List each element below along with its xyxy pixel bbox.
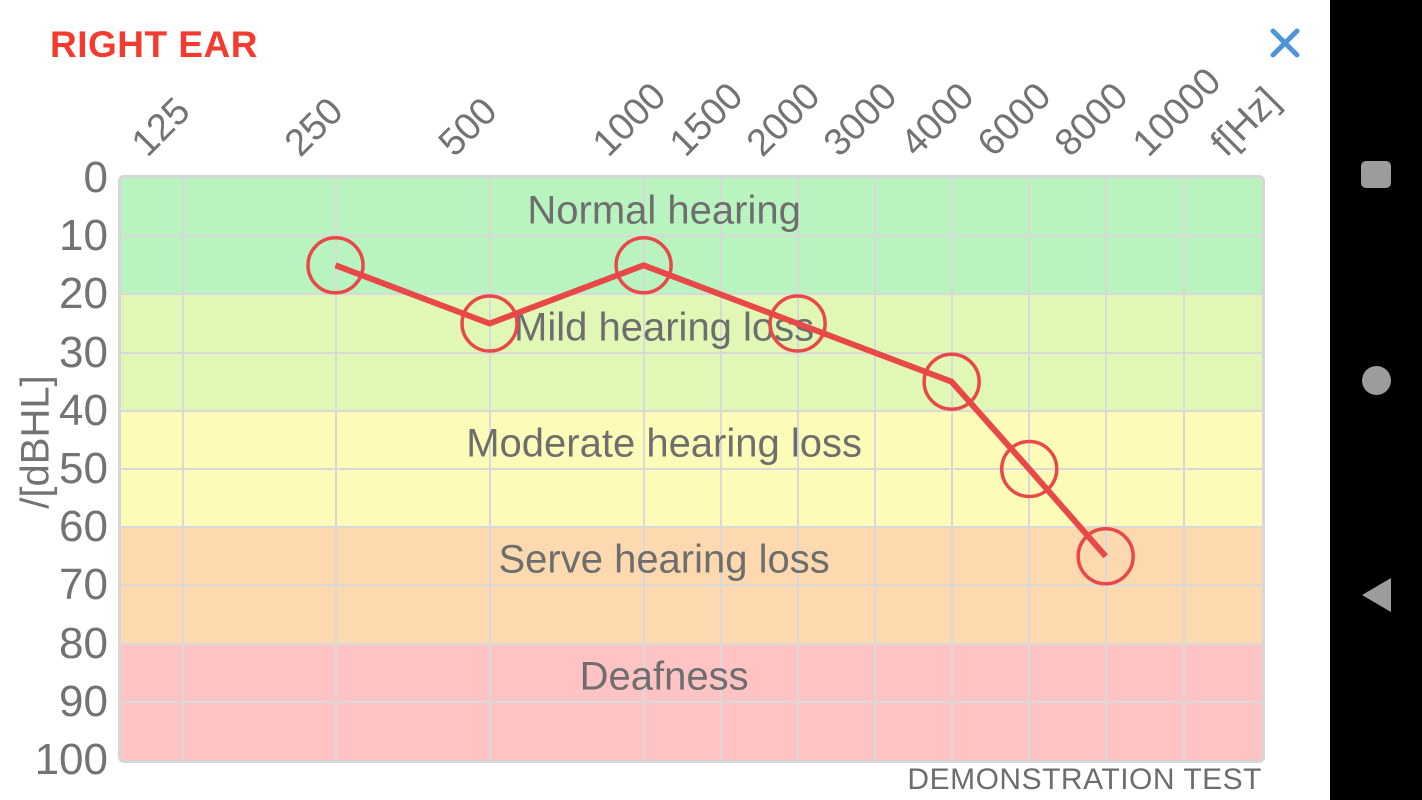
gridline-v-10000 bbox=[1183, 178, 1186, 760]
data-point-1000 bbox=[614, 236, 673, 295]
y-tick-30: 30 bbox=[59, 327, 108, 377]
y-tick-70: 70 bbox=[59, 560, 108, 610]
page-title: RIGHT EAR bbox=[50, 24, 258, 65]
audiogram-series bbox=[306, 236, 1135, 586]
android-navbar bbox=[1330, 0, 1422, 800]
x-tick-1500: 1500 bbox=[662, 75, 752, 165]
gridline-v-1500 bbox=[720, 178, 723, 760]
x-tick-2000: 2000 bbox=[738, 75, 828, 165]
x-tick-125: 125 bbox=[123, 90, 199, 165]
gridline-h-80 bbox=[121, 642, 1262, 645]
gridline-v-500 bbox=[488, 178, 491, 760]
close-icon bbox=[1270, 28, 1300, 58]
data-point-250 bbox=[306, 236, 365, 295]
gridline-v-4000 bbox=[950, 178, 953, 760]
y-tick-100: 100 bbox=[34, 735, 108, 784]
back-triangle-icon bbox=[1361, 578, 1391, 612]
y-tick-90: 90 bbox=[59, 676, 108, 726]
data-point-4000 bbox=[922, 352, 981, 411]
close-button[interactable] bbox=[1263, 21, 1307, 65]
gridline-v-1000 bbox=[642, 178, 645, 760]
gridline-h-40 bbox=[121, 409, 1262, 412]
data-point-500 bbox=[460, 294, 519, 353]
gridline-h-90 bbox=[121, 700, 1262, 703]
y-tick-80: 80 bbox=[59, 618, 108, 668]
watermark-text: DEMONSTRATION TEST bbox=[907, 763, 1262, 796]
gridline-h-10 bbox=[121, 235, 1262, 238]
zone-label-2: Moderate hearing loss bbox=[466, 421, 862, 466]
y-tick-60: 60 bbox=[59, 502, 108, 552]
home-circle-icon bbox=[1361, 365, 1391, 395]
back-button[interactable] bbox=[1330, 555, 1422, 635]
recents-square-icon bbox=[1361, 160, 1391, 188]
y-tick-40: 40 bbox=[59, 385, 108, 435]
x-tick-6000: 6000 bbox=[970, 75, 1060, 165]
x-tick-1000: 1000 bbox=[584, 75, 674, 165]
x-tick-500: 500 bbox=[430, 90, 505, 165]
y-tick-10: 10 bbox=[59, 211, 108, 261]
zone-label-3: Serve hearing loss bbox=[498, 537, 830, 582]
gridline-v-2000 bbox=[796, 178, 799, 760]
x-tick-3000: 3000 bbox=[816, 75, 906, 165]
y-tick-20: 20 bbox=[59, 269, 108, 319]
home-button[interactable] bbox=[1330, 340, 1422, 420]
gridline-v-8000 bbox=[1104, 178, 1107, 760]
x-tick-10000: 10000 bbox=[1125, 60, 1230, 165]
data-point-6000 bbox=[999, 439, 1059, 499]
gridline-h-70 bbox=[121, 584, 1262, 587]
x-tick-250: 250 bbox=[276, 90, 351, 165]
audiogram-polyline bbox=[334, 262, 1108, 559]
recents-button[interactable] bbox=[1330, 134, 1422, 214]
x-tick-4000: 4000 bbox=[892, 75, 983, 165]
gridline-v-3000 bbox=[874, 178, 877, 760]
gridline-h-30 bbox=[121, 351, 1262, 354]
x-tick-8000: 8000 bbox=[1046, 75, 1137, 165]
zone-label-0: Normal hearing bbox=[527, 188, 801, 233]
zone-label-4: Deafness bbox=[579, 654, 749, 699]
y-tick-50: 50 bbox=[59, 444, 108, 493]
gridline-h-50 bbox=[121, 468, 1262, 470]
gridline-h-60 bbox=[121, 526, 1262, 529]
gridline-h-20 bbox=[121, 293, 1262, 296]
gridline-v-250 bbox=[334, 178, 337, 760]
data-point-2000 bbox=[768, 294, 827, 353]
gridline-v-125 bbox=[181, 178, 184, 760]
y-tick-0: 0 bbox=[83, 153, 108, 202]
audiogram-plot: Normal hearing Mild hearing loss Moderate … bbox=[118, 175, 1265, 763]
data-point-8000 bbox=[1076, 527, 1135, 586]
